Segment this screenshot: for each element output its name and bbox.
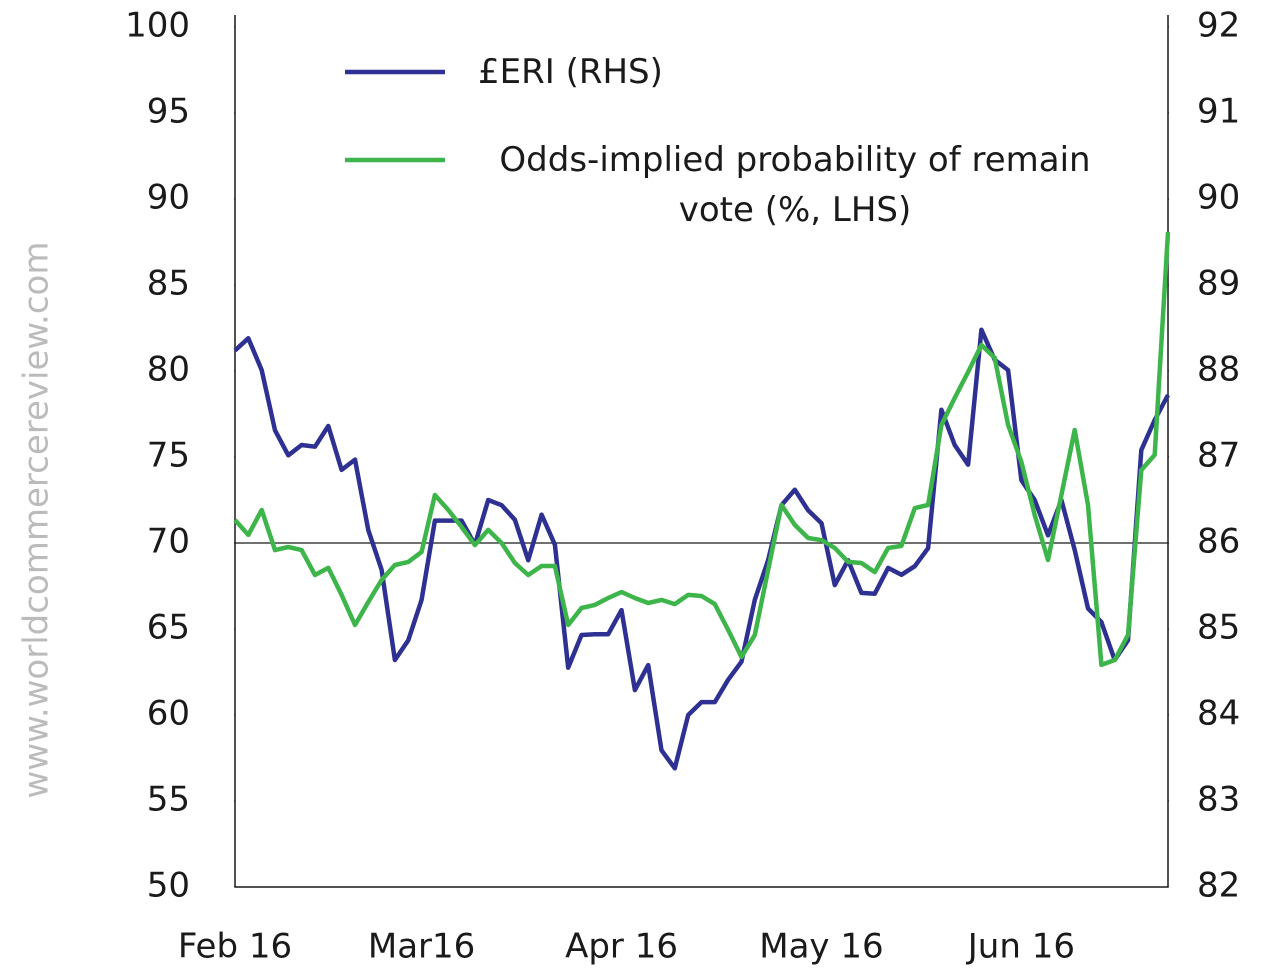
x-tick-label: Feb 16 xyxy=(178,927,292,967)
series-line xyxy=(233,231,1171,668)
y2-tick-label: 92 xyxy=(1197,6,1240,46)
y-tick-label: 55 xyxy=(147,780,190,820)
watermark: www.worldcommercereview.com xyxy=(17,242,57,799)
legend-label: £ERI (RHS) xyxy=(478,52,663,92)
y-tick-label: 95 xyxy=(147,92,190,132)
x-tick-label: Mar16 xyxy=(368,927,475,967)
x-tick-label: Jun 16 xyxy=(966,927,1075,967)
y-tick-label: 80 xyxy=(147,350,190,390)
y2-tick-label: 90 xyxy=(1197,178,1240,218)
y2-tick-label: 87 xyxy=(1197,436,1240,476)
y-tick-label: 65 xyxy=(147,608,190,648)
y2-tick-label: 84 xyxy=(1197,694,1240,734)
y2-tick-label: 88 xyxy=(1197,350,1240,390)
y-tick-label: 60 xyxy=(147,694,190,734)
y-tick-label: 100 xyxy=(125,6,190,46)
x-tick-label: May 16 xyxy=(759,927,883,967)
y2-tick-label: 86 xyxy=(1197,522,1240,562)
legend-label: Odds-implied probability of remain vote … xyxy=(499,140,1091,230)
x-tick-label: Apr 16 xyxy=(565,927,678,967)
legend-entry: £ERI (RHS) xyxy=(478,52,663,92)
y2-tick-label: 82 xyxy=(1197,866,1240,906)
series-line xyxy=(233,327,1170,771)
y-tick-label: 50 xyxy=(147,866,190,906)
y2-tick-label: 89 xyxy=(1197,264,1240,304)
legend-entry: Odds-implied probability of remain vote … xyxy=(499,140,1091,230)
y-tick-label: 70 xyxy=(147,522,190,562)
y2-tick-label: 85 xyxy=(1197,608,1240,648)
y-tick-label: 90 xyxy=(147,178,190,218)
y-tick-label: 85 xyxy=(147,264,190,304)
y2-tick-label: 91 xyxy=(1197,92,1240,132)
y2-tick-label: 83 xyxy=(1197,780,1240,820)
y-tick-label: 75 xyxy=(147,436,190,476)
